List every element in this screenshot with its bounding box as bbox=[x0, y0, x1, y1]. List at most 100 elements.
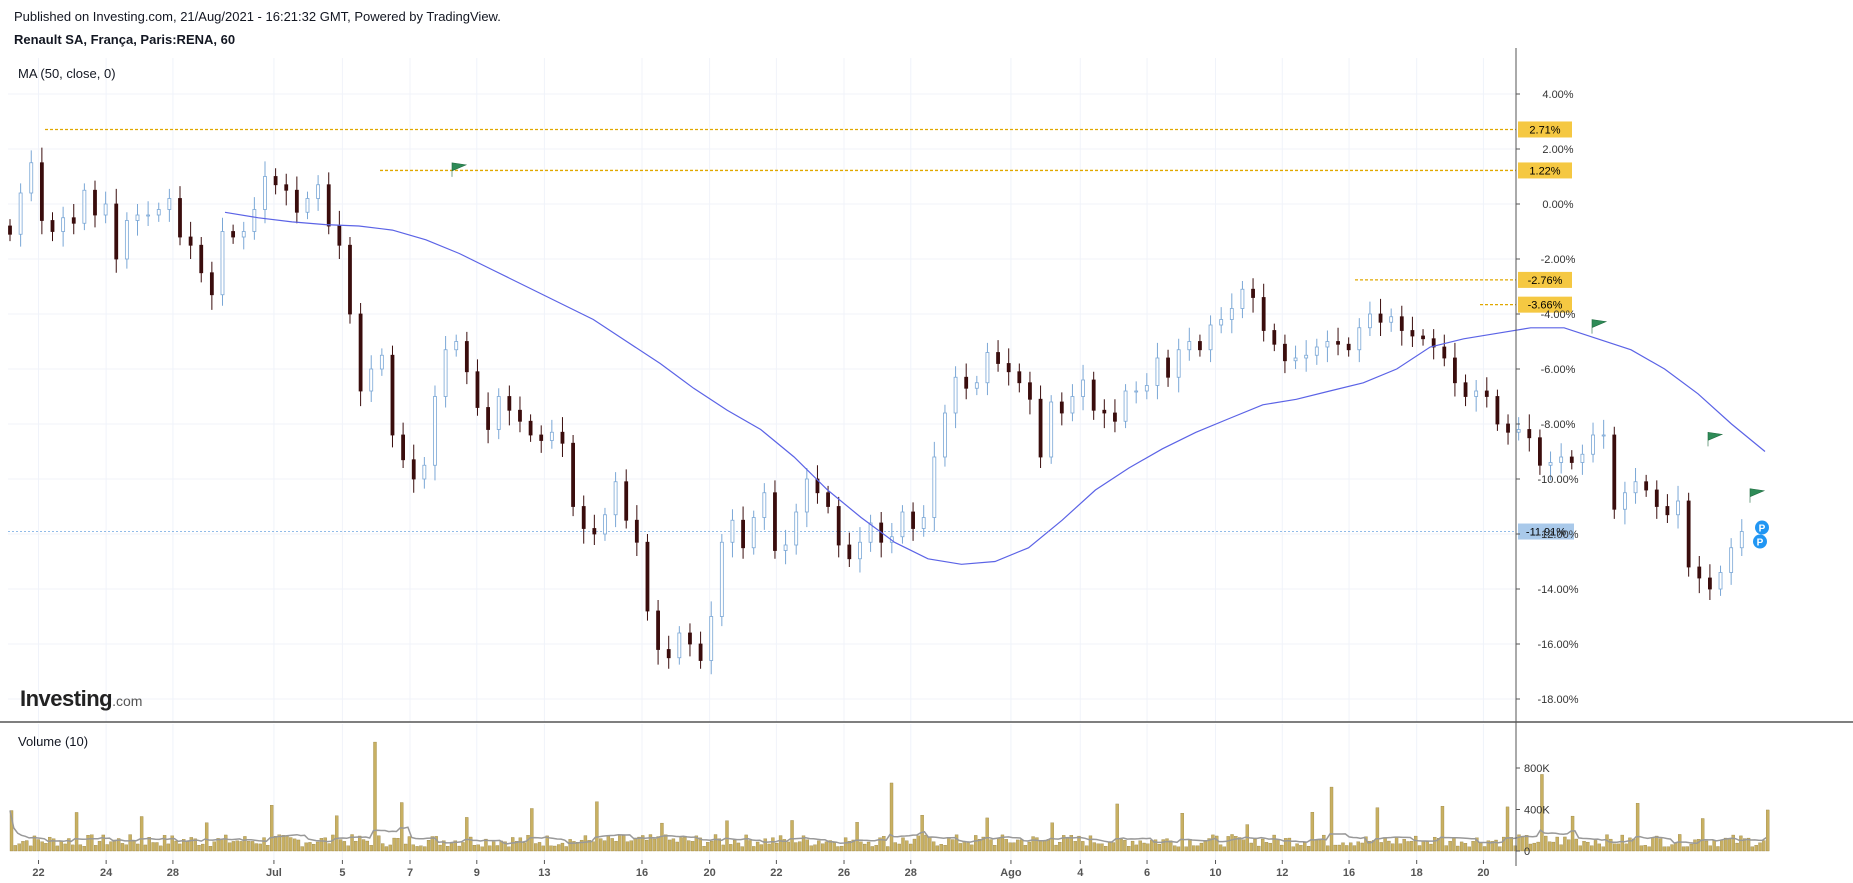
volume-bar bbox=[361, 839, 366, 852]
volume-bar bbox=[136, 843, 140, 852]
volume-bar bbox=[1524, 835, 1529, 852]
volume-bar bbox=[105, 844, 109, 852]
candle-body bbox=[1272, 330, 1277, 345]
volume-bar bbox=[1264, 842, 1269, 852]
volume-bar bbox=[1486, 840, 1491, 852]
volume-bar bbox=[1035, 837, 1039, 852]
volume-bar bbox=[675, 841, 679, 852]
volume-bar bbox=[641, 835, 645, 852]
volume-bar bbox=[1406, 841, 1410, 852]
volume-bar bbox=[1735, 842, 1739, 852]
volume-bar bbox=[1440, 806, 1445, 852]
p-marker-icon bbox=[1753, 534, 1767, 549]
volume-bar bbox=[583, 835, 588, 852]
volume-bar bbox=[1601, 846, 1605, 852]
volume-bar bbox=[824, 841, 829, 852]
candle-body bbox=[1261, 297, 1266, 331]
volume-bar bbox=[1348, 842, 1353, 852]
volume-bar bbox=[1383, 837, 1387, 852]
volume-bar bbox=[518, 837, 523, 852]
volume-bar bbox=[312, 844, 316, 852]
axes bbox=[0, 48, 1853, 866]
volume-bar bbox=[1153, 839, 1158, 852]
volume-bar bbox=[1459, 841, 1464, 852]
candle-body bbox=[29, 162, 34, 194]
volume-bar bbox=[292, 838, 297, 852]
candle-body bbox=[1368, 313, 1372, 329]
volume-bar bbox=[1421, 840, 1426, 852]
volume-bar bbox=[851, 839, 855, 852]
volume-bar bbox=[423, 846, 427, 852]
volume-bar bbox=[755, 841, 760, 852]
flags: PP bbox=[451, 162, 1769, 549]
candle-body bbox=[1144, 385, 1149, 392]
volume-bar bbox=[805, 839, 810, 852]
candle-body bbox=[1484, 390, 1489, 397]
volume-bar bbox=[438, 844, 442, 852]
volume-bar bbox=[1337, 844, 1341, 852]
volume-bar bbox=[809, 845, 813, 852]
candle-body bbox=[1612, 434, 1617, 510]
candle-body bbox=[1208, 324, 1213, 351]
candle-body bbox=[1569, 456, 1574, 463]
volume-bar bbox=[1628, 837, 1632, 852]
y-tick-label: -2.00% bbox=[1541, 254, 1576, 266]
volume-bar bbox=[1498, 846, 1502, 852]
level-label-bg bbox=[1518, 296, 1572, 313]
volume-bar bbox=[828, 840, 832, 852]
volume-bar bbox=[1674, 843, 1678, 852]
volume-bar bbox=[1088, 835, 1093, 852]
volume-bar bbox=[725, 820, 729, 852]
candle-body bbox=[486, 407, 490, 430]
candle-body bbox=[762, 492, 767, 518]
volume-bar bbox=[981, 836, 986, 852]
candle-body bbox=[1038, 398, 1043, 458]
volume-bar bbox=[1410, 840, 1414, 852]
volume-bar bbox=[9, 810, 14, 852]
volume-bar bbox=[740, 846, 744, 852]
volume-bar bbox=[1100, 843, 1104, 852]
volume-bar bbox=[1452, 837, 1456, 852]
candle-body bbox=[1729, 547, 1734, 573]
candle-body bbox=[1251, 288, 1255, 298]
volume-bar bbox=[1509, 837, 1514, 852]
candle-body bbox=[1293, 357, 1298, 362]
candle-body bbox=[1463, 382, 1468, 397]
volume-bar bbox=[1417, 845, 1422, 852]
volume-bar bbox=[1597, 843, 1602, 852]
candle-body bbox=[1654, 489, 1659, 507]
flag-icon bbox=[451, 162, 468, 177]
volume-bar bbox=[239, 841, 243, 852]
volume-bar bbox=[396, 838, 400, 852]
volume-bar bbox=[1563, 836, 1567, 852]
volume-bar bbox=[90, 834, 94, 852]
volume-bar bbox=[595, 801, 599, 852]
volume-bar bbox=[767, 843, 771, 852]
candle-body bbox=[18, 192, 23, 235]
volume-bar bbox=[1283, 838, 1288, 852]
volume-bar bbox=[652, 838, 656, 852]
p-marker-label: P bbox=[1757, 538, 1764, 549]
volume-bar bbox=[1188, 838, 1192, 852]
volume-bar bbox=[889, 782, 894, 852]
candle-body bbox=[1176, 349, 1181, 378]
volume-bar bbox=[801, 835, 806, 852]
volume-bar bbox=[216, 838, 220, 852]
candle-body bbox=[464, 341, 469, 373]
volume-bar bbox=[1712, 840, 1716, 852]
moving-average bbox=[224, 211, 1766, 565]
volume-bar bbox=[939, 844, 943, 852]
volume-bar bbox=[560, 842, 565, 852]
candle-body bbox=[751, 517, 756, 549]
candle-body bbox=[507, 396, 512, 411]
volume-bar bbox=[1570, 815, 1575, 852]
ma-indicator-label[interactable]: MA (50, close, 0) bbox=[18, 66, 116, 81]
volume-indicator-label[interactable]: Volume (10) bbox=[18, 734, 89, 749]
candle-body bbox=[454, 341, 459, 351]
candle-body bbox=[1134, 390, 1139, 393]
candle-body bbox=[1559, 456, 1564, 463]
volume-bar bbox=[1215, 835, 1219, 852]
volume-bar bbox=[859, 841, 863, 852]
volume-bar bbox=[1115, 803, 1119, 852]
volume-bar bbox=[300, 846, 304, 852]
